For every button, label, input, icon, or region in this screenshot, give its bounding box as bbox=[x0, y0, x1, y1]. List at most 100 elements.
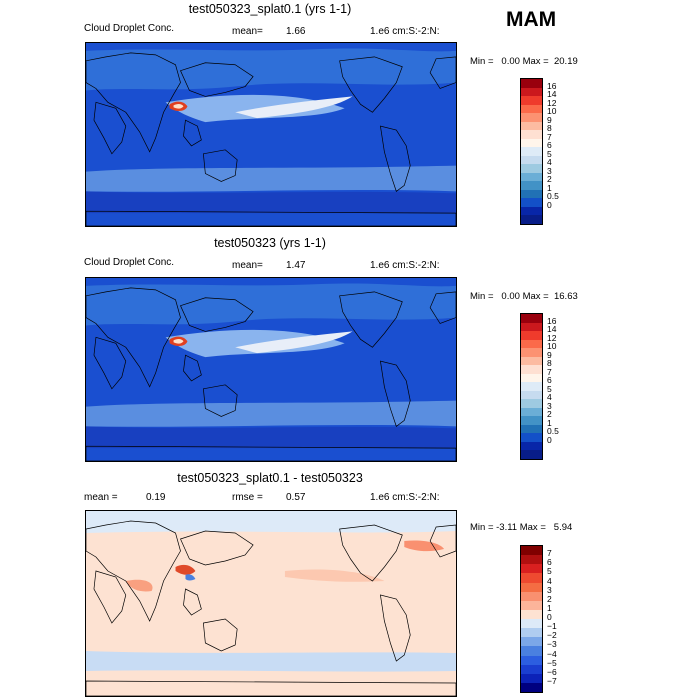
panel2-min-value: 0.00 bbox=[501, 291, 520, 302]
colorbar-level-label: −4 bbox=[547, 648, 557, 659]
colorbar-segment bbox=[521, 573, 542, 583]
colorbar-level-label: 0.5 bbox=[547, 426, 559, 437]
colorbar-segment bbox=[521, 314, 542, 323]
colorbar-level-label: 9 bbox=[547, 349, 552, 360]
panel1-units: 1.e6 cm:S:-2:N: bbox=[370, 26, 440, 37]
colorbar-segment bbox=[521, 189, 542, 199]
colorbar-segment bbox=[521, 399, 542, 408]
panel1-max-label: Max = bbox=[522, 56, 549, 67]
panel1-mean-value: 1.66 bbox=[286, 26, 306, 37]
colorbar-segment bbox=[521, 130, 542, 139]
colorbar-segment bbox=[521, 172, 542, 182]
panel1-minmax: Min = 0.00 Max = 20.19 bbox=[470, 56, 578, 67]
colorbar-segment bbox=[521, 646, 542, 656]
panel3-max-value: 5.94 bbox=[553, 522, 573, 533]
colorbar-segment bbox=[521, 424, 542, 434]
colorbar-segment bbox=[521, 441, 542, 451]
colorbar-level-label: 10 bbox=[547, 341, 557, 352]
panel3-min-label: Min = bbox=[470, 522, 494, 533]
season-label: MAM bbox=[506, 8, 557, 31]
colorbar-level-label: 6 bbox=[547, 557, 552, 568]
colorbar-level-label: −2 bbox=[547, 630, 557, 641]
colorbar-segment bbox=[521, 96, 542, 105]
colorbar-segment bbox=[521, 87, 542, 97]
colorbar-segment bbox=[521, 365, 542, 374]
colorbar-segment bbox=[521, 181, 542, 190]
colorbar-level-label: −5 bbox=[547, 657, 557, 668]
colorbar-segment bbox=[521, 356, 542, 366]
colorbar-level-label: 4 bbox=[547, 392, 552, 403]
colorbar-segment bbox=[521, 138, 542, 148]
panel2-mean-value: 1.47 bbox=[286, 260, 306, 271]
panel2-min-label: Min = bbox=[470, 291, 494, 302]
map-field bbox=[86, 511, 456, 696]
panel1-max-value: 20.19 bbox=[553, 56, 578, 67]
colorbar-segment bbox=[521, 331, 542, 340]
panel2-minmax: Min = 0.00 Max = 16.63 bbox=[470, 291, 578, 302]
colorbar-level-label: 3 bbox=[547, 165, 552, 176]
colorbar-level-label: 5 bbox=[547, 383, 552, 394]
colorbar-level-label: −7 bbox=[547, 675, 557, 686]
panel2-title: test050323 (yrs 1-1) bbox=[214, 236, 326, 250]
colorbar-segment bbox=[521, 104, 542, 114]
colorbar-level-label: 16 bbox=[547, 80, 557, 91]
panel3-max-label: Max = bbox=[519, 522, 546, 533]
colorbar-segment bbox=[521, 121, 542, 131]
colorbar-level-label: 5 bbox=[547, 148, 552, 159]
colorbar-segment bbox=[521, 198, 542, 207]
colorbar-level-label: 12 bbox=[547, 97, 557, 108]
panel2-mean-label: mean= bbox=[232, 260, 263, 271]
colorbar-level-label: 7 bbox=[547, 548, 552, 559]
colorbar-level-label: 4 bbox=[547, 157, 552, 168]
panel3-min-value: -3.11 bbox=[496, 522, 518, 533]
colorbar-segment bbox=[521, 564, 542, 574]
colorbar-segment bbox=[521, 416, 542, 425]
panel1-map bbox=[85, 42, 457, 227]
colorbar-level-label: 1 bbox=[547, 182, 552, 193]
colorbar-segment bbox=[521, 155, 542, 165]
panel3-mean-label: mean = bbox=[84, 492, 118, 503]
colorbar-level-label: −3 bbox=[547, 639, 557, 650]
colorbar-level-label: 7 bbox=[547, 366, 552, 377]
panel3-minmax: Min = -3.11 Max = 5.94 bbox=[470, 522, 572, 533]
panel2-max-label: Max = bbox=[522, 291, 549, 302]
colorbar-level-label: 6 bbox=[547, 140, 552, 151]
colorbar-level-label: 8 bbox=[547, 123, 552, 134]
panel3-map bbox=[85, 510, 457, 697]
panel3-rmse-label: rmse = bbox=[232, 492, 263, 503]
colorbar-level-label: 0 bbox=[547, 612, 552, 622]
panel1-min-value: 0.00 bbox=[501, 56, 520, 67]
panel2-field-label: Cloud Droplet Conc. bbox=[84, 257, 175, 268]
colorbar-segment bbox=[521, 628, 542, 638]
colorbar-segment bbox=[521, 664, 542, 674]
colorbar-level-label: 3 bbox=[547, 400, 552, 411]
colorbar-level-label: 2 bbox=[547, 174, 552, 185]
colorbar-level-label: 0 bbox=[547, 199, 552, 210]
colorbar-level-label: 12 bbox=[547, 332, 557, 343]
colorbar-segment bbox=[521, 79, 542, 88]
colorbar-segment bbox=[521, 407, 542, 417]
colorbar-segment bbox=[521, 348, 542, 357]
colorbar-segment bbox=[521, 655, 542, 665]
panel2-colorbar bbox=[520, 313, 543, 460]
colorbar-segment bbox=[521, 450, 542, 459]
colorbar-segment bbox=[521, 600, 542, 610]
colorbar-level-label: 6 bbox=[547, 375, 552, 386]
colorbar-level-label: 0 bbox=[547, 434, 552, 445]
colorbar-segment bbox=[521, 591, 542, 601]
colorbar-segment bbox=[521, 682, 542, 692]
panel3-rmse-value: 0.57 bbox=[286, 492, 306, 503]
colorbar-level-label: 16 bbox=[547, 315, 557, 326]
colorbar-segment bbox=[521, 619, 542, 629]
panel3-units: 1.e6 cm:S:-2:N: bbox=[370, 492, 440, 503]
colorbar-segment bbox=[521, 322, 542, 332]
colorbar-segment bbox=[521, 390, 542, 400]
colorbar-segment bbox=[521, 673, 542, 683]
colorbar-segment bbox=[521, 382, 542, 391]
colorbar-level-label: 14 bbox=[547, 89, 557, 100]
colorbar-level-label: 1 bbox=[547, 602, 552, 613]
panel2-max-value: 16.63 bbox=[553, 291, 578, 302]
colorbar-segment bbox=[521, 609, 542, 619]
colorbar-segment bbox=[521, 339, 542, 349]
colorbar-level-label: 2 bbox=[547, 593, 552, 604]
